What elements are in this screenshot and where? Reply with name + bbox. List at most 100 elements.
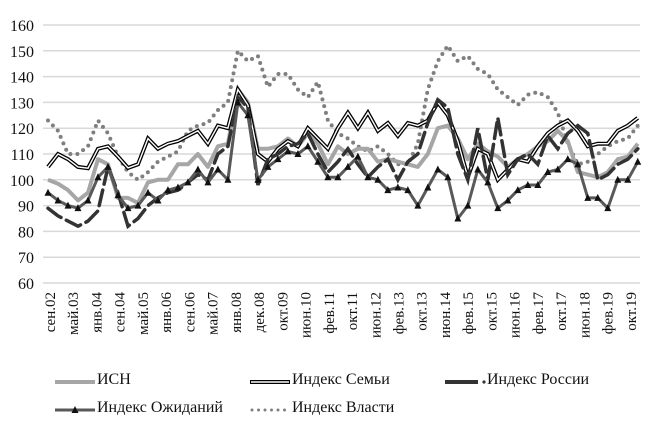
data-marker-triangle xyxy=(384,186,392,194)
data-marker-triangle xyxy=(314,157,322,165)
x-tick-label: фев.11 xyxy=(322,292,338,334)
data-marker-triangle xyxy=(84,196,92,204)
data-marker-triangle xyxy=(174,183,182,191)
data-marker-triangle xyxy=(374,175,382,183)
x-tick-label: фев.19 xyxy=(601,292,617,334)
x-tick-label: июн.16 xyxy=(508,292,524,339)
data-marker-triangle xyxy=(154,196,162,204)
series-line-russia xyxy=(46,93,640,230)
data-marker-triangle xyxy=(64,201,72,209)
data-marker-triangle xyxy=(274,155,282,163)
x-tick-label: май.03 xyxy=(66,292,82,335)
data-marker-triangle xyxy=(44,188,52,196)
x-tick-label: янв.06 xyxy=(159,292,175,333)
data-marker-triangle xyxy=(584,193,592,201)
y-tick-label: 130 xyxy=(10,95,34,112)
x-tick-label: май.05 xyxy=(136,292,152,335)
data-marker-triangle xyxy=(354,152,362,160)
data-marker-triangle xyxy=(614,175,622,183)
data-marker-triangle xyxy=(204,178,212,186)
series-lines xyxy=(44,41,642,230)
data-marker-triangle xyxy=(194,165,202,173)
y-axis-tick-labels: 60 70 80 90 100 110 120 130 140 150 160 xyxy=(10,18,34,293)
data-marker-triangle xyxy=(454,214,462,222)
data-marker-triangle xyxy=(544,168,552,176)
data-marker-triangle xyxy=(284,147,292,155)
data-marker-triangle xyxy=(214,165,222,173)
y-tick-label: 100 xyxy=(10,173,34,190)
x-axis-tick-labels: сен.02 май.03 янв.04 сен.04 май.05 янв.06 сен.… xyxy=(43,292,640,339)
data-marker-triangle xyxy=(514,186,522,194)
data-marker-triangle xyxy=(74,204,82,212)
y-tick-label: 120 xyxy=(10,121,34,138)
y-tick-label: 140 xyxy=(10,70,34,87)
x-tick-label: июн.14 xyxy=(438,292,454,339)
data-marker-triangle xyxy=(624,175,632,183)
legend-label-isn: ИСН xyxy=(97,371,131,388)
data-marker-triangle xyxy=(464,201,472,209)
data-marker-triangle xyxy=(304,142,312,150)
data-marker-triangle xyxy=(94,173,102,181)
series-line-isn xyxy=(47,87,640,205)
data-marker-triangle xyxy=(564,155,572,163)
legend-label-power: Индекс Власти xyxy=(292,399,395,416)
x-tick-label: фев.17 xyxy=(531,292,547,335)
data-marker-triangle xyxy=(524,180,532,188)
data-marker-triangle xyxy=(634,157,642,165)
data-marker-triangle xyxy=(134,201,142,209)
x-tick-label: июн.18 xyxy=(577,292,593,338)
data-marker-triangle xyxy=(594,193,602,201)
data-marker-triangle xyxy=(504,196,512,204)
data-marker-triangle xyxy=(54,196,62,204)
series-line-power xyxy=(46,41,640,183)
x-tick-label: окт.09 xyxy=(275,292,291,331)
y-tick-label: 70 xyxy=(18,250,34,267)
data-marker-triangle xyxy=(164,186,172,194)
x-tick-label: сен.06 xyxy=(182,292,198,333)
x-tick-label: окт.15 xyxy=(484,292,500,331)
x-tick-label: сен.04 xyxy=(113,292,129,333)
x-tick-label: дек.08 xyxy=(252,292,268,332)
x-tick-label: фев.13 xyxy=(391,292,407,334)
x-tick-label: окт.13 xyxy=(415,292,431,331)
data-marker-triangle xyxy=(334,173,342,181)
data-marker-triangle xyxy=(184,178,192,186)
x-tick-label: окт.19 xyxy=(624,292,640,331)
data-marker-triangle xyxy=(534,180,542,188)
x-tick-label: янв.08 xyxy=(229,292,245,333)
legend-swatch-russia-dot xyxy=(482,380,486,384)
data-marker-triangle xyxy=(104,162,112,170)
data-marker-triangle xyxy=(244,111,252,119)
data-marker-triangle xyxy=(414,201,422,209)
legend xyxy=(55,380,486,413)
x-tick-label: окт.17 xyxy=(554,292,570,331)
data-marker-triangle xyxy=(294,150,302,157)
data-marker-triangle xyxy=(324,173,332,181)
gridlines xyxy=(43,24,640,284)
data-marker-triangle xyxy=(424,183,432,191)
x-tick-label: июн.10 xyxy=(299,292,315,338)
y-tick-label: 80 xyxy=(18,224,34,241)
legend-marker-triangle xyxy=(71,406,79,413)
data-marker-triangle xyxy=(404,186,412,194)
data-marker-triangle xyxy=(574,160,582,168)
data-marker-triangle xyxy=(114,191,122,199)
x-tick-label: сен.02 xyxy=(43,292,59,332)
x-tick-label: июн.12 xyxy=(368,292,384,338)
y-tick-label: 110 xyxy=(11,147,34,164)
x-tick-label: окт.11 xyxy=(345,292,361,330)
legend-label-russia: Индекс России xyxy=(487,371,590,388)
data-marker-triangle xyxy=(364,173,372,181)
data-marker-triangle xyxy=(494,204,502,212)
data-marker-triangle xyxy=(554,165,562,173)
legend-label-family: Индекс Семьи xyxy=(292,371,390,388)
data-marker-triangle xyxy=(604,204,612,212)
data-marker-triangle xyxy=(484,178,492,186)
y-tick-label: 60 xyxy=(18,276,34,293)
y-tick-label: 150 xyxy=(10,44,34,61)
data-marker-triangle xyxy=(254,175,262,183)
data-marker-triangle xyxy=(124,204,132,212)
data-marker-triangle xyxy=(474,165,482,173)
series-line-family-inner xyxy=(47,87,639,182)
